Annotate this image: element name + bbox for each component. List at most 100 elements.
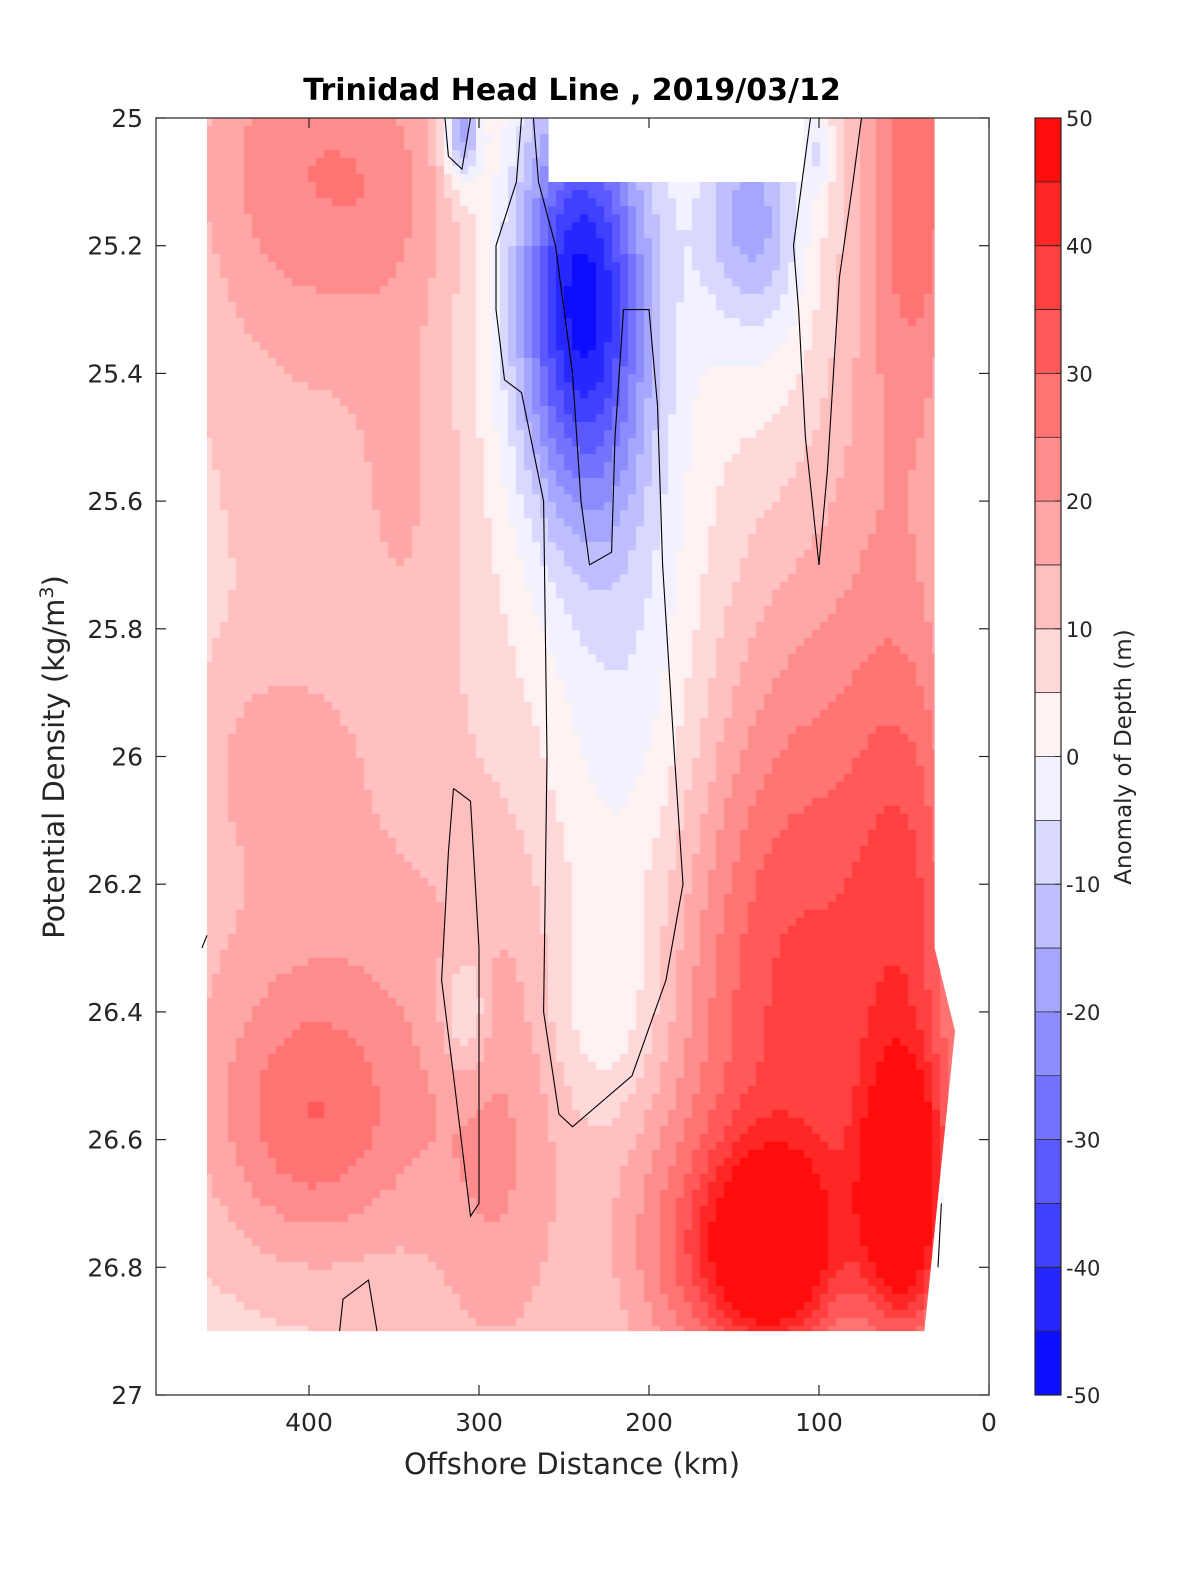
field-cell [588,302,597,311]
field-cell [300,222,309,231]
field-cell [300,510,309,519]
field-cell [372,278,381,287]
field-cell [828,318,837,327]
field-cell [924,382,933,391]
field-cell [692,470,701,479]
field-cell [580,326,589,335]
field-cell [564,494,573,503]
field-cell [348,430,357,439]
field-cell [836,350,845,359]
field-cell [284,398,293,407]
field-cell [476,294,485,303]
field-cell [636,478,645,487]
field-cell [780,230,789,239]
field-cell [324,374,333,383]
field-cell [900,118,909,127]
field-cell [620,414,629,423]
field-cell [668,326,677,335]
field-cell [364,494,373,503]
field-cell [588,238,597,247]
field-cell [820,198,829,207]
field-cell [300,246,309,255]
field-cell [292,454,301,463]
field-cell [732,374,741,383]
field-cell [596,382,605,391]
field-cell [892,334,901,343]
field-cell [356,366,365,375]
field-cell [300,358,309,367]
field-cell [300,126,309,135]
field-cell [207,422,213,431]
field-cell [284,406,293,415]
field-cell [452,510,461,519]
field-cell [556,246,565,255]
field-cell [228,214,237,223]
field-cell [460,326,469,335]
field-cell [652,414,661,423]
field-cell [324,254,333,263]
field-cell [260,174,269,183]
field-cell [572,198,581,207]
field-cell [500,470,509,479]
field-cell [764,230,773,239]
field-cell [868,206,877,215]
field-cell [580,214,589,223]
field-cell [580,446,589,455]
field-cell [588,430,597,439]
field-cell [268,358,277,367]
field-cell [532,262,541,271]
field-cell [268,294,277,303]
field-cell [244,262,253,271]
field-cell [252,510,261,519]
field-cell [452,502,461,511]
field-cell [356,270,365,279]
field-cell [428,510,437,519]
field-cell [572,494,581,503]
field-cell [324,334,333,343]
field-cell [620,462,629,471]
field-cell [276,302,285,311]
field-cell [340,342,349,351]
field-cell [404,270,413,279]
field-cell [244,334,253,343]
field-cell [524,222,533,231]
field-cell [372,430,381,439]
field-cell [252,142,261,151]
field-cell [500,286,509,295]
field-cell [436,374,445,383]
field-cell [724,246,733,255]
field-cell [372,438,381,447]
field-cell [676,478,685,487]
field-cell [404,206,413,215]
field-cell [292,182,301,191]
field-cell [436,350,445,359]
field-cell [356,350,365,359]
field-cell [844,222,853,231]
field-cell [468,318,477,327]
field-cell [916,326,925,335]
field-cell [788,198,797,207]
field-cell [332,470,341,479]
field-cell [316,494,325,503]
field-cell [540,462,549,471]
field-cell [324,462,333,471]
field-cell [207,454,213,463]
field-cell [844,502,853,511]
field-cell [252,326,261,335]
field-cell [300,294,309,303]
field-cell [468,430,477,439]
field-cell [788,350,797,359]
field-cell [476,366,485,375]
field-cell [748,182,757,191]
field-cell [500,494,509,503]
field-cell [268,366,277,375]
field-cell [900,422,909,431]
field-cell [596,358,605,367]
field-cell [516,382,525,391]
field-cell [668,334,677,343]
field-cell [492,486,501,495]
field-cell [396,262,405,271]
field-cell [820,302,829,311]
field-cell [324,318,333,327]
field-cell [684,214,693,223]
